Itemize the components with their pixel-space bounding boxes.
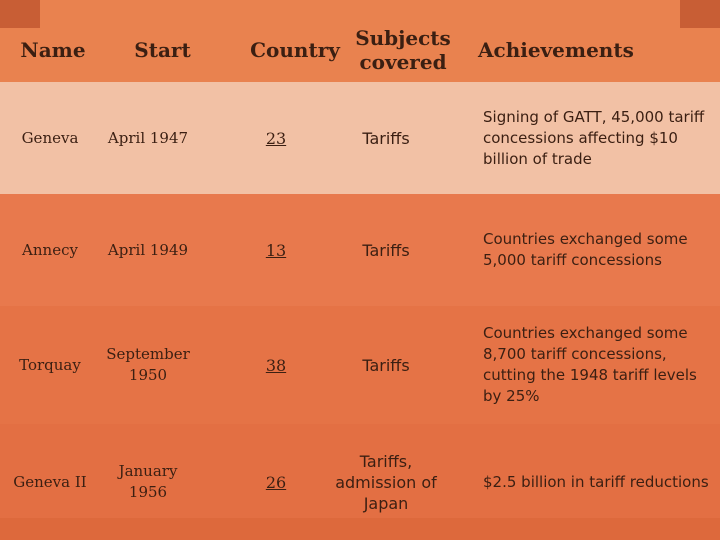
country-count: 38 bbox=[265, 355, 287, 375]
cell-start: April 1947 bbox=[107, 128, 189, 147]
cell-subjects: Tariffs bbox=[362, 128, 410, 148]
cell-name: Geneva bbox=[21, 129, 79, 147]
row-band bbox=[0, 194, 720, 306]
cell-subjects: Tariffs bbox=[362, 240, 410, 260]
cell-start: September 1950 bbox=[106, 345, 190, 384]
column-header-name: Name bbox=[20, 38, 86, 62]
cell-name: Annecy bbox=[22, 241, 78, 259]
cell-subjects: Tariffs bbox=[362, 355, 410, 375]
cell-country: 13 bbox=[240, 194, 312, 306]
row-band-highlight bbox=[0, 82, 720, 194]
cell-subjects: Tariffs, admission of Japan bbox=[335, 451, 437, 513]
header-band bbox=[0, 0, 720, 82]
column-header-country: Country bbox=[250, 38, 340, 62]
cell-country: 38 bbox=[240, 306, 312, 424]
cell-achievements: Signing of GATT, 45,000 tariff concessio… bbox=[483, 107, 705, 168]
column-header-achievements: Achievements bbox=[478, 38, 634, 62]
corner-decoration bbox=[0, 0, 40, 28]
cell-country: 26 bbox=[240, 424, 312, 540]
cell-start: April 1949 bbox=[107, 240, 189, 259]
column-header-start: Start bbox=[134, 38, 191, 62]
country-count: 26 bbox=[265, 472, 287, 492]
country-count: 23 bbox=[265, 128, 287, 148]
cell-country: 23 bbox=[240, 82, 312, 194]
column-header-subjects: Subjects covered bbox=[355, 26, 451, 74]
cell-name: Torquay bbox=[19, 356, 81, 374]
cell-achievements: Countries exchanged some 8,700 tariff co… bbox=[483, 324, 697, 405]
cell-achievements: $2.5 billion in tariff reductions bbox=[483, 472, 709, 491]
cell-start: January 1956 bbox=[118, 462, 178, 501]
corner-decoration bbox=[680, 0, 720, 28]
cell-achievements: Countries exchanged some 5,000 tariff co… bbox=[483, 230, 688, 269]
country-count: 13 bbox=[265, 240, 287, 260]
bottom-strip bbox=[0, 518, 720, 540]
row-band bbox=[0, 306, 720, 424]
cell-name: Geneva II bbox=[13, 473, 87, 491]
